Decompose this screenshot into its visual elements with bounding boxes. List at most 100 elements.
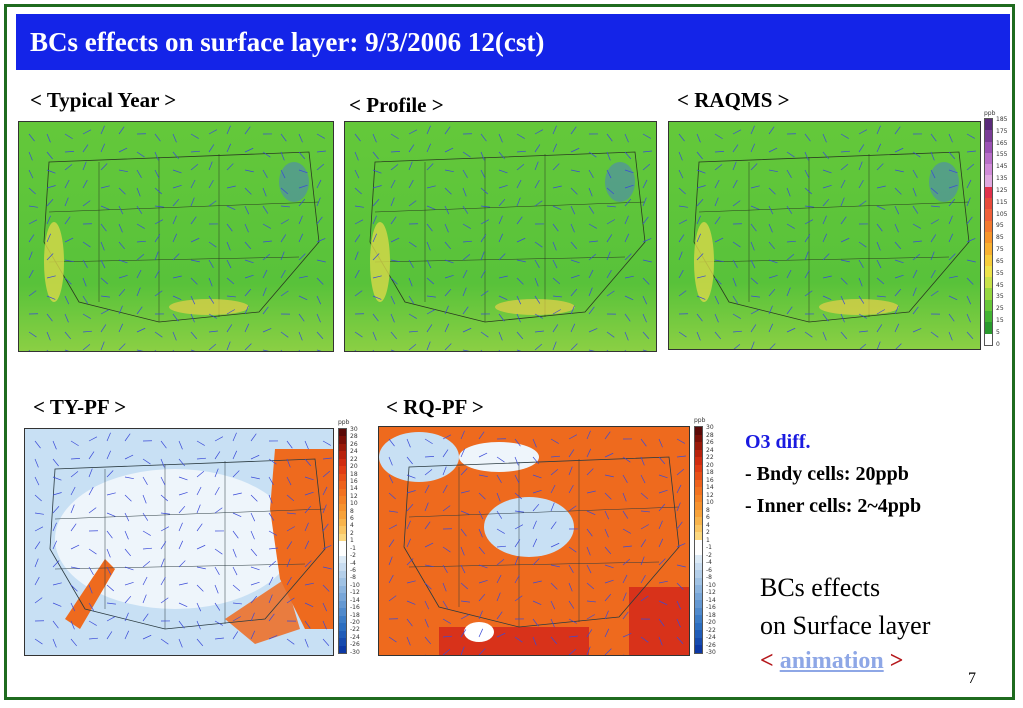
wind-vector [516, 179, 522, 189]
colorbar-diff-swatch [339, 496, 346, 504]
wind-vector [496, 611, 503, 620]
wind-vector [840, 179, 846, 189]
wind-vector [462, 187, 467, 197]
wind-vector [732, 259, 738, 268]
wind-vector [424, 582, 432, 590]
wind-vector [604, 510, 610, 520]
colorbar-diff-swatch [339, 615, 346, 624]
wind-vector [298, 184, 308, 189]
wind-vector [28, 187, 36, 195]
wind-vector [322, 504, 327, 514]
wind-vector [178, 505, 186, 514]
wind-vector [624, 151, 632, 160]
wind-vector [232, 492, 242, 496]
wind-vector [516, 259, 526, 263]
wind-vector [322, 638, 330, 647]
wind-vector [804, 234, 811, 243]
wind-vector [606, 270, 612, 279]
wind-vector [606, 187, 615, 195]
colorbar-top-tick-label: 105 [996, 210, 1008, 218]
wind-vector [696, 295, 706, 300]
wind-vector [516, 237, 526, 243]
wind-vector [480, 234, 487, 243]
wind-vector [118, 147, 128, 153]
wind-vector [604, 564, 614, 569]
wind-vector [768, 223, 773, 233]
wind-vector [750, 241, 755, 251]
wind-vector [624, 331, 629, 341]
wind-vector [570, 259, 580, 264]
wind-vector [478, 452, 488, 458]
wind-vector [322, 566, 332, 570]
wind-vector [534, 144, 541, 153]
colorbar-top-tick-label: 55 [996, 269, 1004, 277]
wind-vector [570, 343, 578, 351]
wind-vector [354, 187, 362, 195]
wind-vector [586, 510, 596, 515]
wind-vector [588, 349, 595, 351]
colorbar-diff-tick-label: 2 [706, 529, 710, 536]
wind-vector [70, 566, 80, 570]
wind-vector [604, 579, 614, 584]
wind-vector [768, 147, 778, 153]
wind-vector [142, 530, 151, 536]
animation-link[interactable]: animation [779, 648, 884, 674]
wind-vector [444, 223, 449, 233]
colorbar-diff-tick-label: 2 [350, 529, 354, 537]
wind-vector [894, 187, 902, 195]
wind-vector [154, 251, 159, 261]
colorbar-diff-tick-label: 16 [350, 477, 358, 485]
wind-vector [732, 129, 742, 135]
wind-vector [82, 343, 91, 351]
wind-vector [948, 275, 958, 279]
wind-vector [659, 654, 660, 655]
wind-vector [570, 305, 575, 315]
wind-vector [640, 510, 650, 513]
wind-vector [268, 458, 277, 465]
wind-vector [623, 654, 625, 655]
wind-vector [100, 295, 110, 298]
wind-vector [178, 491, 188, 496]
wind-vector [406, 520, 411, 530]
wind-vector [88, 566, 94, 575]
wind-vector [498, 215, 503, 225]
wind-vector [442, 648, 451, 655]
wind-vector [124, 454, 134, 460]
wind-vector [642, 331, 650, 340]
wind-vector [82, 241, 91, 248]
wind-vector [822, 151, 829, 160]
wind-vector [624, 233, 630, 243]
wind-vector [388, 524, 398, 530]
colorbar-diff-tick-label: 1 [706, 536, 710, 544]
wind-vector [642, 313, 647, 323]
wind-vector [406, 474, 416, 479]
wind-vector [496, 545, 506, 548]
wind-vector [570, 241, 578, 250]
wind-vector [100, 205, 110, 210]
wind-vector [390, 179, 396, 189]
wind-vector [658, 456, 666, 465]
colorbar-diff-tick-label: 12 [706, 491, 714, 499]
wind-vector [480, 187, 488, 195]
wind-vector [606, 290, 615, 297]
colorbar-diff-tick-label: 22 [350, 455, 358, 463]
wind-vector [532, 558, 540, 566]
wind-vector [552, 163, 560, 171]
colorbar-diff-swatch [339, 578, 346, 586]
wind-vector [696, 313, 703, 322]
wind-vector [750, 143, 755, 153]
wind-vector [786, 240, 796, 243]
colorbar-diff-swatch [339, 458, 346, 467]
wind-vector [606, 151, 611, 161]
wind-vector [178, 440, 183, 450]
wind-vector [876, 309, 885, 315]
wind-vector [586, 646, 591, 655]
wind-vector [232, 470, 240, 478]
wind-vector [106, 432, 111, 442]
wind-vector [208, 295, 215, 304]
wind-vector [214, 602, 221, 611]
colorbar-diff-swatch [695, 570, 702, 578]
wind-vector [372, 313, 379, 322]
wind-vector [478, 528, 483, 538]
wind-vector [178, 560, 186, 568]
